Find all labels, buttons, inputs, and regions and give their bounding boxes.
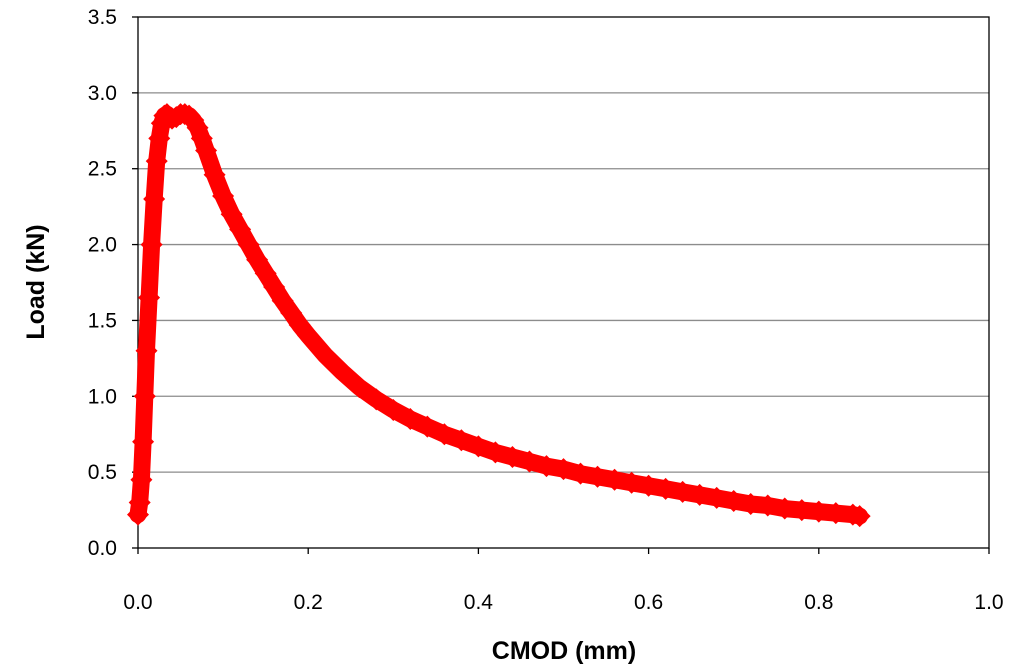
data-point: [365, 388, 388, 411]
data-point: [824, 502, 847, 525]
data-point: [135, 339, 158, 362]
data-point: [145, 150, 168, 173]
data-point: [229, 218, 252, 241]
data-point: [416, 415, 439, 438]
data-point: [467, 435, 490, 458]
data-point: [484, 441, 507, 464]
data-point: [297, 324, 320, 347]
y-tick-label: 1.0: [88, 385, 117, 408]
data-point: [807, 500, 830, 523]
y-tick-label: 1.5: [88, 309, 117, 332]
data-point: [739, 493, 762, 516]
data-point: [148, 127, 171, 150]
plot-area-frame: [137, 16, 990, 549]
data-point: [195, 139, 218, 162]
data-series: [127, 103, 871, 528]
data-point: [140, 233, 163, 256]
x-tick-labels: 0.0 0.2 0.4 0.6 0.8 1.0: [123, 591, 1003, 614]
y-tick-label: 2.5: [88, 158, 117, 181]
y-tick-label: 3.0: [88, 82, 117, 105]
y-tick-label: 0.0: [88, 537, 117, 560]
data-point: [220, 203, 243, 226]
data-point: [433, 423, 456, 446]
data-point: [133, 385, 156, 408]
x-tick-label: 0.4: [464, 591, 494, 614]
data-point: [535, 455, 558, 478]
y-tick-labels: 0.0 0.5 1.0 1.5 2.0 2.5 3.0 3.5: [88, 6, 117, 560]
data-point: [586, 465, 609, 488]
x-tick-label: 0.0: [123, 591, 152, 614]
data-point: [671, 480, 694, 503]
data-point: [331, 361, 354, 384]
data-point: [348, 376, 371, 399]
data-point: [756, 494, 779, 517]
x-tick-label: 0.6: [634, 591, 663, 614]
data-point: [688, 483, 711, 506]
data-point: [399, 408, 422, 431]
data-point: [637, 474, 660, 497]
y-axis-title: Load (kN): [22, 224, 50, 339]
data-point: [246, 248, 269, 271]
x-tick-label: 1.0: [974, 591, 1003, 614]
data-point: [501, 445, 524, 468]
data-point: [143, 188, 166, 211]
data-point: [237, 233, 260, 256]
data-point: [518, 450, 541, 473]
data-point: [773, 497, 796, 520]
data-point: [212, 185, 235, 208]
data-point: [130, 468, 153, 491]
data-point: [552, 458, 575, 481]
data-point: [382, 398, 405, 421]
data-point: [705, 486, 728, 509]
data-point: [132, 430, 155, 453]
data-point: [790, 499, 813, 522]
y-tick-label: 2.0: [88, 234, 117, 257]
data-point: [254, 262, 277, 285]
data-point: [186, 116, 209, 139]
data-point: [569, 462, 592, 485]
y-tick-label: 3.5: [88, 6, 117, 29]
x-tick-label: 0.8: [804, 591, 833, 614]
y-tick-label: 0.5: [88, 461, 117, 484]
data-point: [603, 468, 626, 491]
data-point: [620, 471, 643, 494]
data-point: [314, 344, 337, 367]
data-point: [654, 477, 677, 500]
data-point: [138, 286, 161, 309]
data-point: [722, 489, 745, 512]
data-point: [848, 505, 871, 528]
data-point: [128, 491, 151, 514]
x-tick-label: 0.2: [294, 591, 323, 614]
data-point: [450, 429, 473, 452]
x-axis-title: CMOD (mm): [492, 637, 636, 665]
data-point: [203, 163, 226, 186]
gridlines: [138, 92, 989, 473]
data-point: [263, 276, 286, 299]
